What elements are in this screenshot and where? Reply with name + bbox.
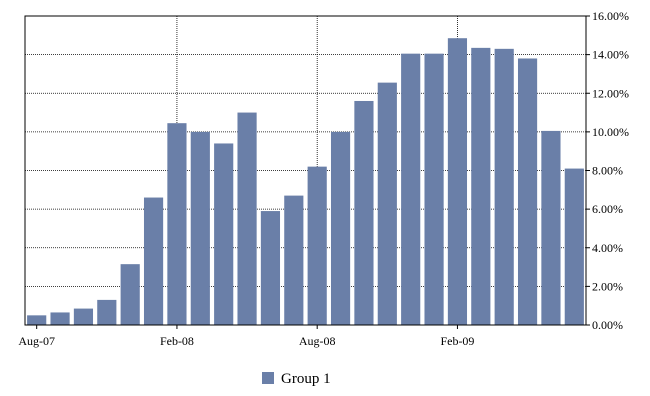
bar [284,195,304,325]
bar [214,143,234,325]
bar [377,82,397,325]
y-tick-label: 8.00% [592,164,623,178]
y-tick-label: 10.00% [592,125,629,139]
bar [120,264,140,325]
y-tick-label: 2.00% [592,279,623,293]
bar [237,112,257,325]
y-tick-label: 4.00% [592,241,623,255]
bar [517,58,538,326]
y-tick-label: 16.00% [592,9,629,23]
legend: Group 1 [262,371,331,387]
plot-frame [24,15,587,326]
bar [354,100,374,325]
bar [541,130,561,325]
bar [190,131,210,325]
bar [564,168,584,325]
y-tick-label: 12.00% [592,86,629,100]
x-tick-label: Feb-08 [160,334,194,348]
bar [27,315,47,325]
bar [97,299,117,325]
bar [494,48,514,326]
axis-layer: 0.00% 2.00% 4.00% 6.00% 8.00% 10.00% 12.00% 14.… [18,9,629,348]
bar [260,211,281,325]
x-tick-label: Feb-09 [440,334,474,348]
bar [73,308,94,325]
y-tick-label: 14.00% [592,48,629,62]
bar [143,197,164,325]
bar [50,312,70,325]
x-tick-label: Aug-08 [299,334,336,348]
bar [307,166,327,325]
bar [401,53,421,326]
bar [424,53,444,326]
bar [330,131,351,325]
y-tick-label: 6.00% [592,202,623,216]
bar [471,47,491,325]
bars-layer [27,38,584,326]
y-tick-label: 0.00% [592,318,623,332]
legend-swatch [262,372,274,384]
x-tick-label: Aug-07 [18,334,55,348]
legend-label: Group 1 [281,371,331,387]
bar [167,123,187,325]
bar [447,38,468,325]
